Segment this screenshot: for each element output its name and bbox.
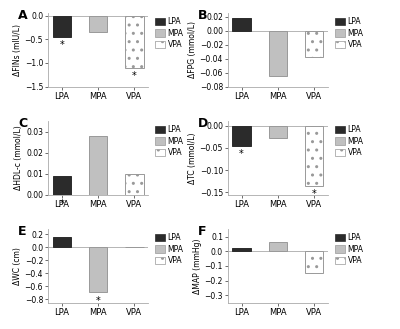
Text: *: *	[59, 40, 64, 50]
Y-axis label: ΔWC (cm): ΔWC (cm)	[13, 247, 22, 285]
Bar	[232, 18, 251, 31]
Bar	[305, 251, 324, 273]
Legend: LPA, MPA, VPA: LPA, MPA, VPA	[334, 15, 365, 51]
Y-axis label: ΔTC (mmol/L): ΔTC (mmol/L)	[188, 132, 197, 184]
Y-axis label: ΔHDL-c (mmol/L): ΔHDL-c (mmol/L)	[14, 126, 23, 190]
Bar	[89, 247, 107, 291]
Bar	[52, 15, 71, 37]
Bar	[232, 248, 251, 251]
Bar	[269, 242, 287, 251]
Bar	[125, 15, 144, 68]
Legend: LPA, MPA, VPA: LPA, MPA, VPA	[154, 123, 185, 159]
Text: *: *	[96, 296, 100, 306]
Text: F: F	[198, 225, 206, 238]
Legend: LPA, MPA, VPA: LPA, MPA, VPA	[154, 15, 185, 51]
Legend: LPA, MPA, VPA: LPA, MPA, VPA	[334, 123, 365, 159]
Y-axis label: ΔMAP (mmHg): ΔMAP (mmHg)	[193, 238, 202, 294]
Bar	[232, 126, 251, 146]
Legend: LPA, MPA, VPA: LPA, MPA, VPA	[334, 232, 365, 267]
Bar	[305, 126, 324, 186]
Y-axis label: ΔFINs (mIU/L): ΔFINs (mIU/L)	[13, 24, 22, 76]
Bar	[52, 176, 71, 195]
Text: D: D	[198, 117, 208, 130]
Bar	[305, 31, 324, 57]
Bar	[269, 31, 287, 76]
Y-axis label: ΔFPG (mmol/L): ΔFPG (mmol/L)	[188, 21, 197, 78]
Bar	[269, 126, 287, 138]
Text: *: *	[132, 71, 137, 82]
Text: E: E	[18, 225, 26, 238]
Text: A: A	[18, 9, 28, 22]
Text: B: B	[198, 9, 207, 22]
Bar	[89, 136, 107, 195]
Bar	[89, 15, 107, 32]
Text: C: C	[18, 117, 27, 130]
Bar	[52, 237, 71, 247]
Bar	[125, 174, 144, 195]
Text: *: *	[312, 189, 317, 199]
Legend: LPA, MPA, VPA: LPA, MPA, VPA	[154, 232, 185, 267]
Text: *: *	[239, 149, 244, 159]
Text: *: *	[59, 199, 64, 209]
